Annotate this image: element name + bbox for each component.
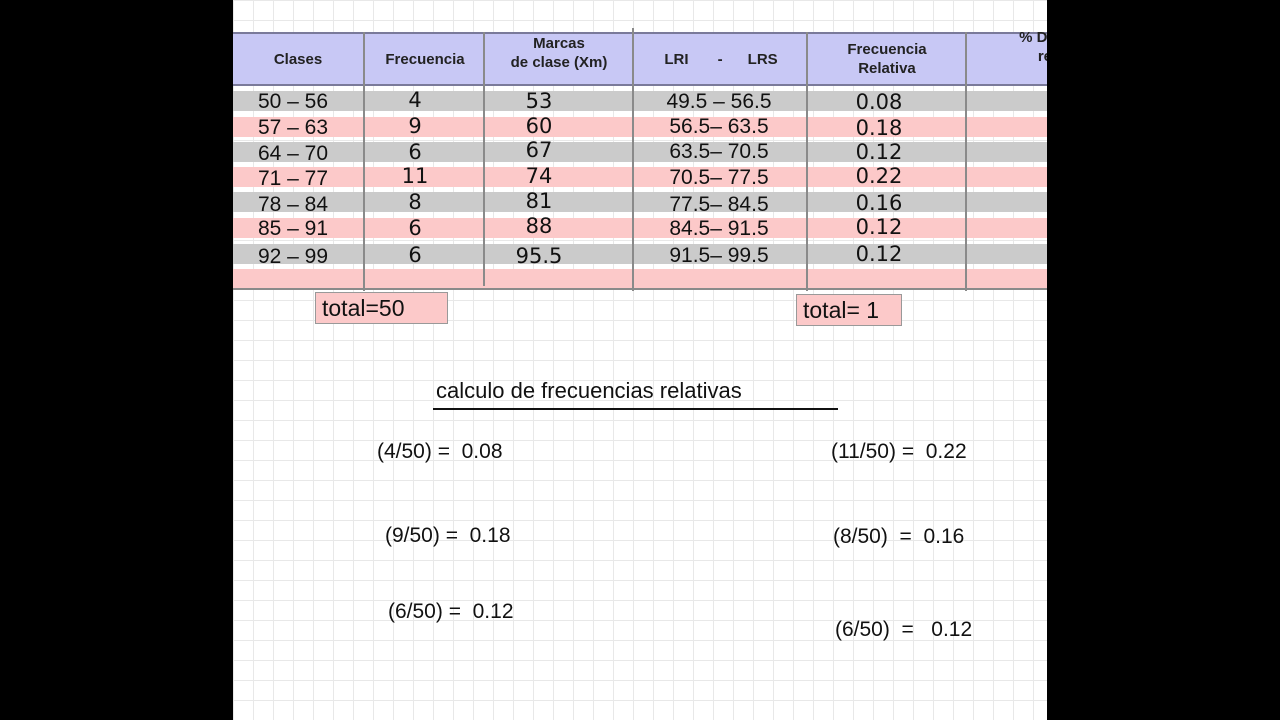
column-divider	[363, 32, 365, 291]
frecuencia-cell: 9	[408, 114, 422, 138]
calculation-item: (11/50) = 0.22	[831, 440, 967, 463]
marca-cell: 67	[525, 138, 553, 162]
marca-cell: 60	[525, 114, 553, 138]
calculation-item: (9/50) = 0.18	[385, 524, 511, 547]
calculation-item: (4/50) = 0.08	[377, 440, 503, 463]
frecuencia-cell: 6	[408, 140, 422, 164]
limites-cell: 91.5– 99.5	[669, 244, 769, 267]
relativa-cell: 0.16	[855, 191, 903, 215]
table-bottom-border	[233, 288, 1047, 290]
column-divider	[483, 32, 485, 286]
clase-cell: 85 – 91	[257, 217, 329, 240]
header-limites: LRI - LRS	[664, 50, 778, 68]
marca-cell: 95.5	[515, 244, 563, 268]
worksheet-page: Clases Frecuencia Marcas de clase (Xm) L…	[233, 0, 1047, 720]
table-row	[233, 218, 1047, 238]
relativa-cell: 0.12	[855, 140, 903, 164]
table-row	[233, 91, 1047, 111]
relativa-cell: 0.22	[855, 164, 903, 188]
column-divider	[632, 28, 634, 291]
relativa-cell: 0.18	[855, 116, 903, 140]
clase-cell: 92 – 99	[257, 245, 329, 268]
limites-cell: 84.5– 91.5	[669, 217, 769, 240]
table-row	[233, 167, 1047, 187]
clase-cell: 57 – 63	[257, 116, 329, 139]
table-row	[233, 142, 1047, 162]
table-row	[233, 244, 1047, 264]
relativa-cell: 0.12	[855, 215, 903, 239]
clase-cell: 78 – 84	[257, 193, 329, 216]
column-divider	[806, 32, 808, 291]
marca-cell: 81	[525, 189, 553, 213]
header-marcas: Marcas de clase (Xm)	[510, 35, 608, 71]
frecuencia-cell: 8	[408, 190, 422, 214]
frecuencia-cell: 6	[408, 216, 422, 240]
title-underline	[433, 408, 838, 410]
header-clases: Clases	[273, 50, 323, 68]
frecuencia-cell: 4	[408, 88, 422, 112]
limites-cell: 63.5– 70.5	[669, 140, 769, 163]
calculation-item: (8/50) = 0.16	[833, 525, 965, 548]
header-frecuencia: Frecuencia	[385, 50, 465, 68]
frequency-table: Clases Frecuencia Marcas de clase (Xm) L…	[233, 28, 1047, 291]
table-header	[233, 32, 1047, 86]
frecuencia-cell: 6	[408, 243, 422, 267]
marca-cell: 74	[525, 164, 553, 188]
calculations-title: calculo de frecuencias relativas	[436, 378, 742, 403]
table-row	[233, 192, 1047, 212]
header-porcentaje: % De Fr rel	[1019, 29, 1047, 65]
table-row	[233, 269, 1047, 289]
limites-cell: 77.5– 84.5	[669, 193, 769, 216]
column-divider	[965, 32, 967, 291]
total-relativa-box: total= 1	[796, 294, 902, 326]
relativa-cell: 0.08	[855, 90, 903, 114]
calculation-item: (6/50) = 0.12	[835, 618, 973, 641]
total-frecuencia-box: total=50	[315, 292, 448, 324]
clase-cell: 71 – 77	[257, 167, 329, 190]
header-frecuencia-relativa: Frecuencia Relativa	[847, 41, 927, 77]
limites-cell: 70.5– 77.5	[669, 166, 769, 189]
marca-cell: 88	[525, 214, 553, 238]
table-row	[233, 117, 1047, 137]
limites-cell: 49.5 – 56.5	[666, 90, 772, 113]
relativa-cell: 0.12	[855, 242, 903, 266]
clase-cell: 50 – 56	[257, 90, 329, 113]
limites-cell: 56.5– 63.5	[669, 115, 769, 138]
calculation-item: (6/50) = 0.12	[388, 600, 514, 623]
marca-cell: 53	[525, 89, 553, 113]
clase-cell: 64 – 70	[257, 142, 329, 165]
frecuencia-cell: 11	[401, 164, 429, 188]
